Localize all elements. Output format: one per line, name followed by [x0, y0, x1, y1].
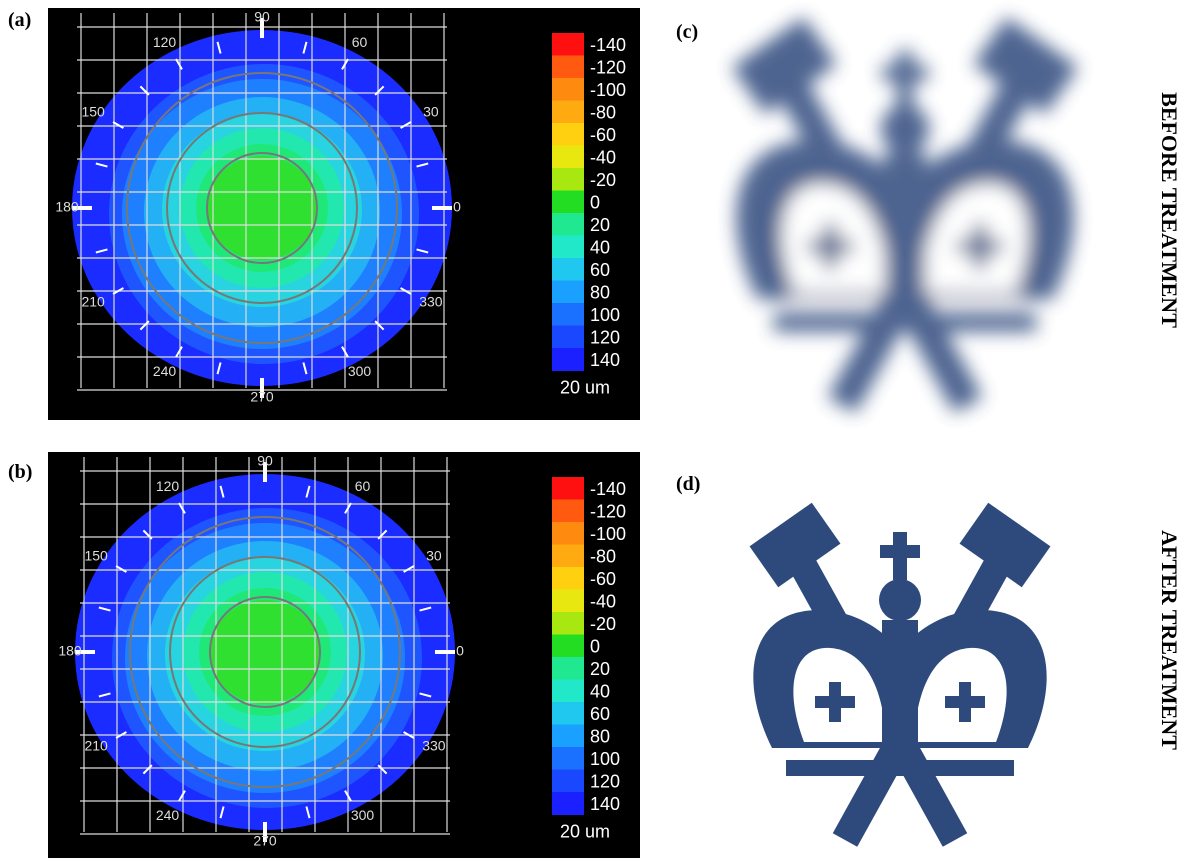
scale-label: 40 [590, 682, 610, 702]
panel-label: (b) [8, 461, 32, 483]
scale-unit: 20 um [560, 377, 610, 397]
scale-label: -140 [590, 479, 626, 499]
scale-label: -20 [590, 170, 616, 190]
scale-swatch [552, 123, 584, 146]
angle-label: 90 [254, 9, 270, 25]
angle-label: 240 [153, 363, 177, 379]
angle-label: 300 [348, 363, 372, 379]
scale-label: -60 [590, 125, 616, 145]
scale-swatch [552, 680, 584, 703]
scale-label: -100 [590, 524, 626, 544]
angle-label: 120 [156, 478, 180, 494]
angle-label: 120 [153, 34, 177, 50]
angle-label: 150 [81, 104, 105, 120]
scale-swatch [552, 78, 584, 101]
scale-swatch [552, 522, 584, 545]
scale-label: -140 [590, 35, 626, 55]
angle-label: 270 [250, 389, 274, 405]
scale-swatch [552, 477, 584, 500]
scale-label: -120 [590, 58, 626, 78]
scale-swatch [552, 657, 584, 680]
scale-swatch [552, 101, 584, 124]
scale-label: 20 [590, 215, 610, 235]
scale-swatch [552, 635, 584, 658]
angle-label: 180 [55, 199, 79, 215]
scale-label: -80 [590, 547, 616, 567]
angle-label: 0 [456, 643, 464, 659]
angle-label: 0 [453, 199, 461, 215]
scale-label: -120 [590, 502, 626, 522]
contour [207, 156, 317, 260]
scale-swatch [552, 567, 584, 590]
scale-label: 0 [590, 637, 600, 657]
scale-label: -40 [590, 592, 616, 612]
caption: AFTER TREATMENT [1157, 530, 1182, 750]
scale-label: 140 [590, 794, 620, 814]
scale-swatch [552, 545, 584, 568]
scale-swatch [552, 303, 584, 326]
caption: BEFORE TREATMENT [1157, 92, 1182, 328]
angle-label: 30 [423, 104, 439, 120]
scale-label: -40 [590, 148, 616, 168]
scale-label: 80 [590, 727, 610, 747]
scale-label: 0 [590, 193, 600, 213]
scale-swatch [552, 146, 584, 169]
contour [210, 600, 320, 704]
angle-label: 150 [84, 548, 108, 564]
angle-label: 210 [84, 738, 108, 754]
panel-label: (a) [8, 9, 31, 31]
scale-swatch [552, 500, 584, 523]
crown-logo-blurred [732, 17, 1078, 405]
angle-label: 180 [58, 643, 82, 659]
scale-swatch [552, 590, 584, 613]
figure: 9012060150301800210330240300270-140-120-… [0, 0, 1190, 859]
scale-label: 60 [590, 704, 610, 724]
panel-label: (d) [676, 473, 700, 495]
scale-unit: 20 um [560, 821, 610, 841]
angle-label: 270 [253, 833, 277, 849]
scale-label: 20 [590, 659, 610, 679]
panel-label: (c) [676, 21, 698, 43]
scale-swatch [552, 56, 584, 79]
scale-label: 100 [590, 305, 620, 325]
scale-swatch [552, 612, 584, 635]
scale-swatch [552, 348, 584, 371]
scale-swatch [552, 747, 584, 770]
scale-swatch [552, 168, 584, 191]
scale-swatch [552, 770, 584, 793]
scale-label: 100 [590, 749, 620, 769]
scale-label: 60 [590, 260, 610, 280]
scale-swatch [552, 792, 584, 815]
scale-swatch [552, 326, 584, 349]
scale-label: -80 [590, 103, 616, 123]
scale-label: 80 [590, 283, 610, 303]
angle-label: 90 [257, 453, 273, 469]
crown-logo [750, 503, 1051, 840]
scale-swatch [552, 236, 584, 259]
scale-swatch [552, 258, 584, 281]
scale-label: -100 [590, 80, 626, 100]
scale-swatch [552, 725, 584, 748]
angle-label: 60 [355, 478, 371, 494]
scale-swatch [552, 33, 584, 56]
angle-label: 240 [156, 807, 180, 823]
scale-swatch [552, 191, 584, 214]
scale-label: 40 [590, 238, 610, 258]
scale-label: 120 [590, 772, 620, 792]
scale-swatch [552, 281, 584, 304]
scale-label: -60 [590, 569, 616, 589]
angle-label: 210 [81, 294, 105, 310]
angle-label: 300 [351, 807, 375, 823]
scale-swatch [552, 213, 584, 236]
angle-label: 330 [422, 738, 446, 754]
angle-label: 60 [352, 34, 368, 50]
scale-swatch [552, 702, 584, 725]
scale-label: -20 [590, 614, 616, 634]
scale-label: 120 [590, 328, 620, 348]
scale-label: 140 [590, 350, 620, 370]
angle-label: 330 [419, 294, 443, 310]
angle-label: 30 [426, 548, 442, 564]
